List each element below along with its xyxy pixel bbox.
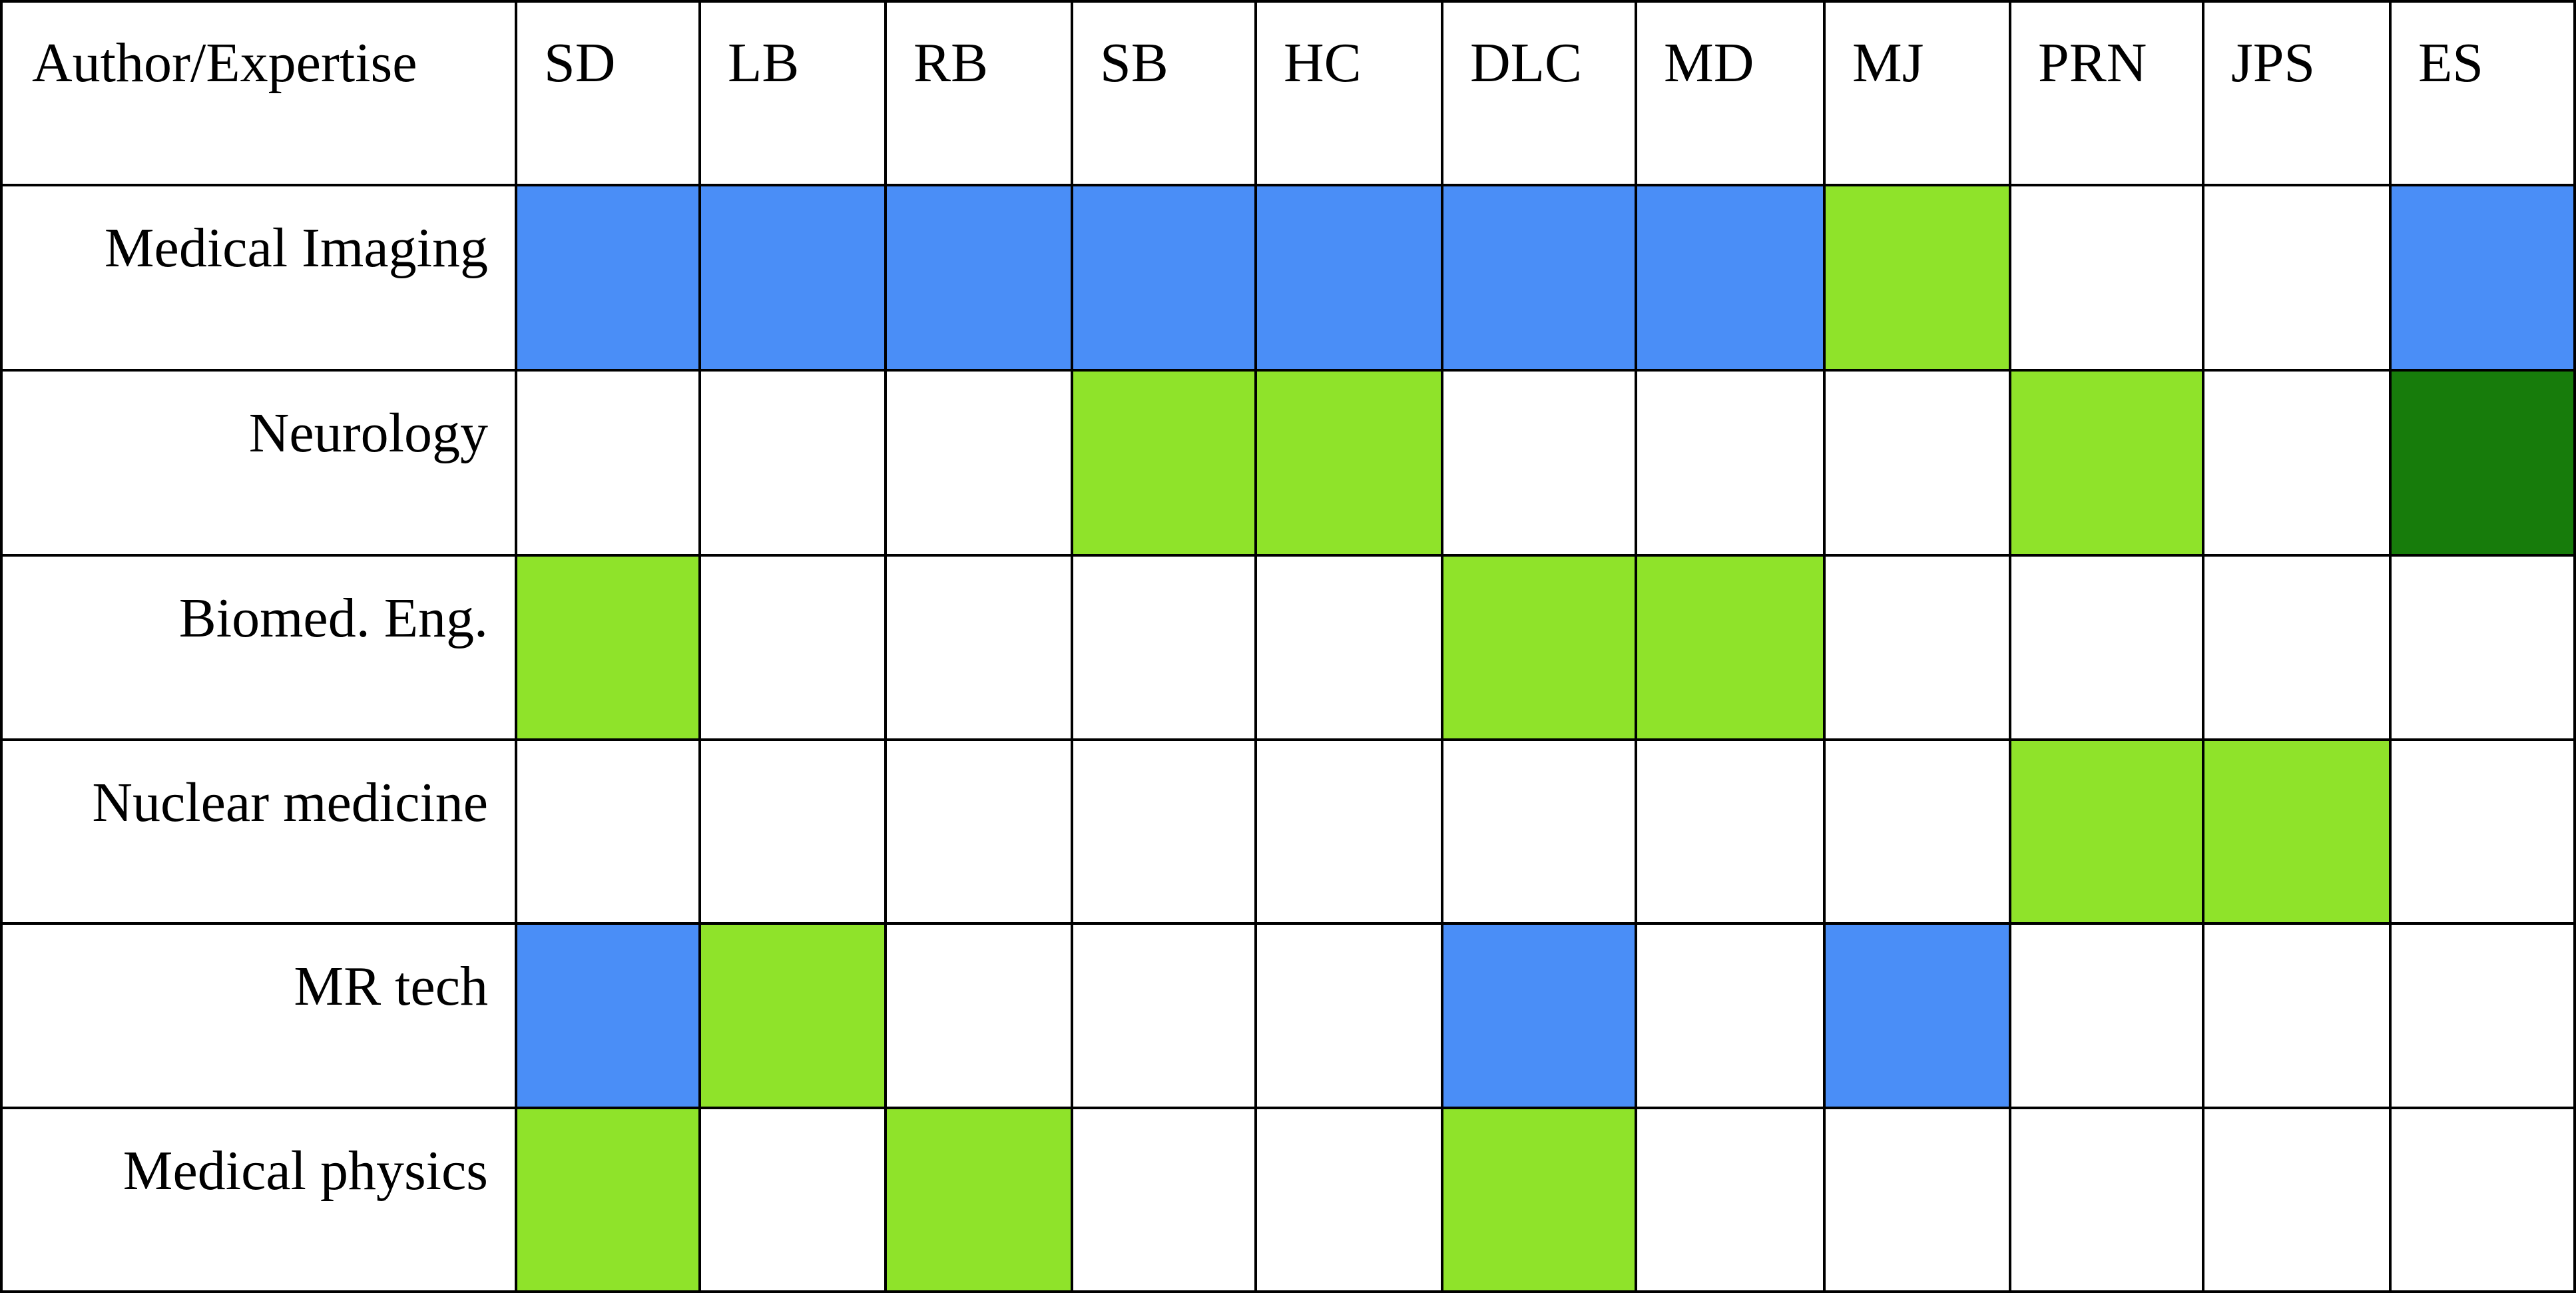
cell-neurology-es	[2390, 370, 2576, 555]
cell-nuclear-medicine-md	[1636, 740, 1824, 923]
column-header-prn: PRN	[2038, 32, 2147, 94]
column-header-sb: SB	[1100, 32, 1168, 94]
cell-nuclear-medicine-es	[2390, 740, 2576, 923]
cell-medical-physics-sb	[1072, 1108, 1256, 1293]
cell-medical-imaging-rb	[886, 185, 1072, 370]
column-header-es: ES	[2418, 32, 2483, 94]
cell-mr-tech-es	[2390, 923, 2576, 1108]
cell-medical-physics-rb	[886, 1108, 1072, 1293]
cell-nuclear-medicine-jps	[2203, 740, 2390, 923]
cell-mr-tech-prn	[2010, 923, 2203, 1108]
cell-nuclear-medicine-rb	[886, 740, 1072, 923]
cell-medical-physics-dlc	[1442, 1108, 1636, 1293]
column-header-lb: LB	[728, 32, 799, 94]
cell-biomed-eng-sb	[1072, 555, 1256, 740]
cell-biomed-eng-es	[2390, 555, 2576, 740]
cell-medical-imaging-prn	[2010, 185, 2203, 370]
cell-neurology-sb	[1072, 370, 1256, 555]
cell-biomed-eng-dlc	[1442, 555, 1636, 740]
cell-medical-physics-mj	[1824, 1108, 2010, 1293]
cell-mr-tech-dlc	[1442, 923, 1636, 1108]
cell-medical-physics-prn	[2010, 1108, 2203, 1293]
cell-neurology-rb	[886, 370, 1072, 555]
column-header-hc: HC	[1284, 32, 1362, 94]
cell-neurology-md	[1636, 370, 1824, 555]
cell-biomed-eng-mj	[1824, 555, 2010, 740]
cell-medical-physics-jps	[2203, 1108, 2390, 1293]
cell-nuclear-medicine-dlc	[1442, 740, 1636, 923]
cell-mr-tech-mj	[1824, 923, 2010, 1108]
cell-nuclear-medicine-sb	[1072, 740, 1256, 923]
corner-label: Author/Expertise	[32, 32, 417, 94]
cell-nuclear-medicine-lb	[700, 740, 886, 923]
row-label-mr-tech: MR tech	[294, 955, 488, 1017]
cell-mr-tech-lb	[700, 923, 886, 1108]
column-header-mj: MJ	[1852, 32, 1924, 94]
cell-biomed-eng-md	[1636, 555, 1824, 740]
cell-medical-imaging-dlc	[1442, 185, 1636, 370]
cell-neurology-hc	[1256, 370, 1442, 555]
cell-biomed-eng-sd	[516, 555, 700, 740]
cell-neurology-sd	[516, 370, 700, 555]
cell-nuclear-medicine-hc	[1256, 740, 1442, 923]
row-label-medical-physics: Medical physics	[123, 1140, 488, 1202]
cell-biomed-eng-jps	[2203, 555, 2390, 740]
cell-medical-imaging-hc	[1256, 185, 1442, 370]
cell-nuclear-medicine-prn	[2010, 740, 2203, 923]
cell-neurology-mj	[1824, 370, 2010, 555]
cell-fills	[516, 185, 2576, 1293]
cell-mr-tech-rb	[886, 923, 1072, 1108]
cell-mr-tech-sb	[1072, 923, 1256, 1108]
cell-medical-imaging-es	[2390, 185, 2576, 370]
grid-labels: Author/Expertise SD LB RB SB HC DLC MD MJ PRN JPS E…	[32, 32, 2483, 1202]
cell-medical-physics-hc	[1256, 1108, 1442, 1293]
cell-medical-physics-sd	[516, 1108, 700, 1293]
cell-biomed-eng-rb	[886, 555, 1072, 740]
row-label-biomed-eng: Biomed. Eng.	[179, 587, 488, 649]
cell-mr-tech-jps	[2203, 923, 2390, 1108]
row-label-neurology: Neurology	[249, 402, 488, 464]
row-label-nuclear-medicine: Nuclear medicine	[92, 772, 488, 834]
cell-medical-physics-md	[1636, 1108, 1824, 1293]
column-header-sd: SD	[544, 32, 615, 94]
cell-biomed-eng-hc	[1256, 555, 1442, 740]
cell-neurology-jps	[2203, 370, 2390, 555]
cell-medical-imaging-md	[1636, 185, 1824, 370]
row-label-medical-imaging: Medical Imaging	[105, 217, 488, 279]
cell-neurology-lb	[700, 370, 886, 555]
cell-medical-physics-lb	[700, 1108, 886, 1293]
cell-medical-imaging-sb	[1072, 185, 1256, 370]
column-header-md: MD	[1664, 32, 1754, 94]
column-header-rb: RB	[913, 32, 988, 94]
cell-mr-tech-md	[1636, 923, 1824, 1108]
cell-medical-imaging-lb	[700, 185, 886, 370]
cell-medical-imaging-jps	[2203, 185, 2390, 370]
cell-neurology-dlc	[1442, 370, 1636, 555]
cell-medical-imaging-sd	[516, 185, 700, 370]
cell-medical-imaging-mj	[1824, 185, 2010, 370]
cell-mr-tech-sd	[516, 923, 700, 1108]
cell-nuclear-medicine-sd	[516, 740, 700, 923]
column-header-dlc: DLC	[1470, 32, 1582, 94]
cell-neurology-prn	[2010, 370, 2203, 555]
cell-biomed-eng-lb	[700, 555, 886, 740]
cell-biomed-eng-prn	[2010, 555, 2203, 740]
cell-nuclear-medicine-mj	[1824, 740, 2010, 923]
cell-mr-tech-hc	[1256, 923, 1442, 1108]
column-header-jps: JPS	[2231, 32, 2315, 94]
cell-medical-physics-es	[2390, 1108, 2576, 1293]
